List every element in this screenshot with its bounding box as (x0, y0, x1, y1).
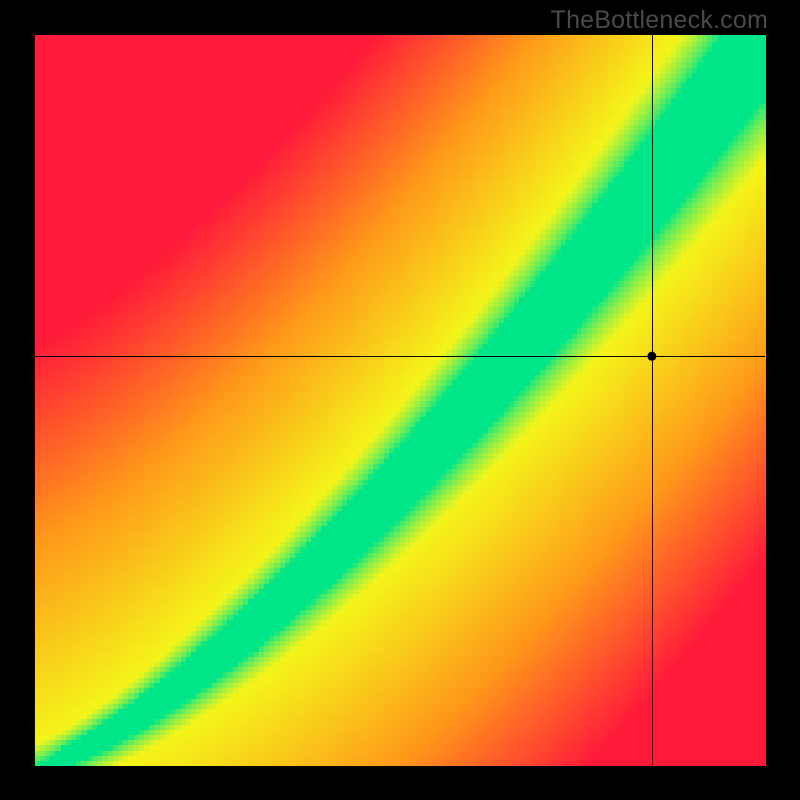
bottleneck-heatmap (0, 0, 800, 800)
watermark-text: TheBottleneck.com (551, 6, 768, 35)
